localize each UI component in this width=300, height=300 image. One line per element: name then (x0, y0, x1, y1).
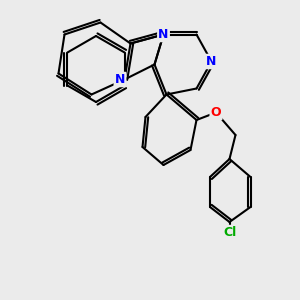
Text: Cl: Cl (223, 226, 236, 239)
Text: O: O (211, 106, 221, 119)
Text: N: N (206, 55, 217, 68)
Text: N: N (158, 28, 169, 41)
Text: N: N (115, 73, 125, 86)
